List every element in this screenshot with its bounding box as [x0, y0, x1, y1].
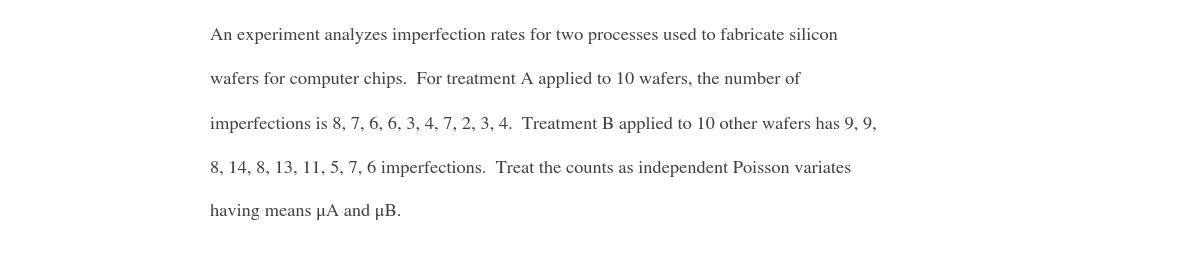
Text: wafers for computer chips.  For treatment A applied to 10 wafers, the number of: wafers for computer chips. For treatment…	[210, 72, 800, 88]
Text: having means μA and μB.: having means μA and μB.	[210, 204, 401, 220]
Text: imperfections is 8, 7, 6, 6, 3, 4, 7, 2, 3, 4.  Treatment B applied to 10 other : imperfections is 8, 7, 6, 6, 3, 4, 7, 2,…	[210, 116, 877, 133]
Text: 8, 14, 8, 13, 11, 5, 7, 6 imperfections.  Treat the counts as independent Poisso: 8, 14, 8, 13, 11, 5, 7, 6 imperfections.…	[210, 160, 851, 177]
Text: An experiment analyzes imperfection rates for two processes used to fabricate si: An experiment analyzes imperfection rate…	[210, 28, 838, 44]
